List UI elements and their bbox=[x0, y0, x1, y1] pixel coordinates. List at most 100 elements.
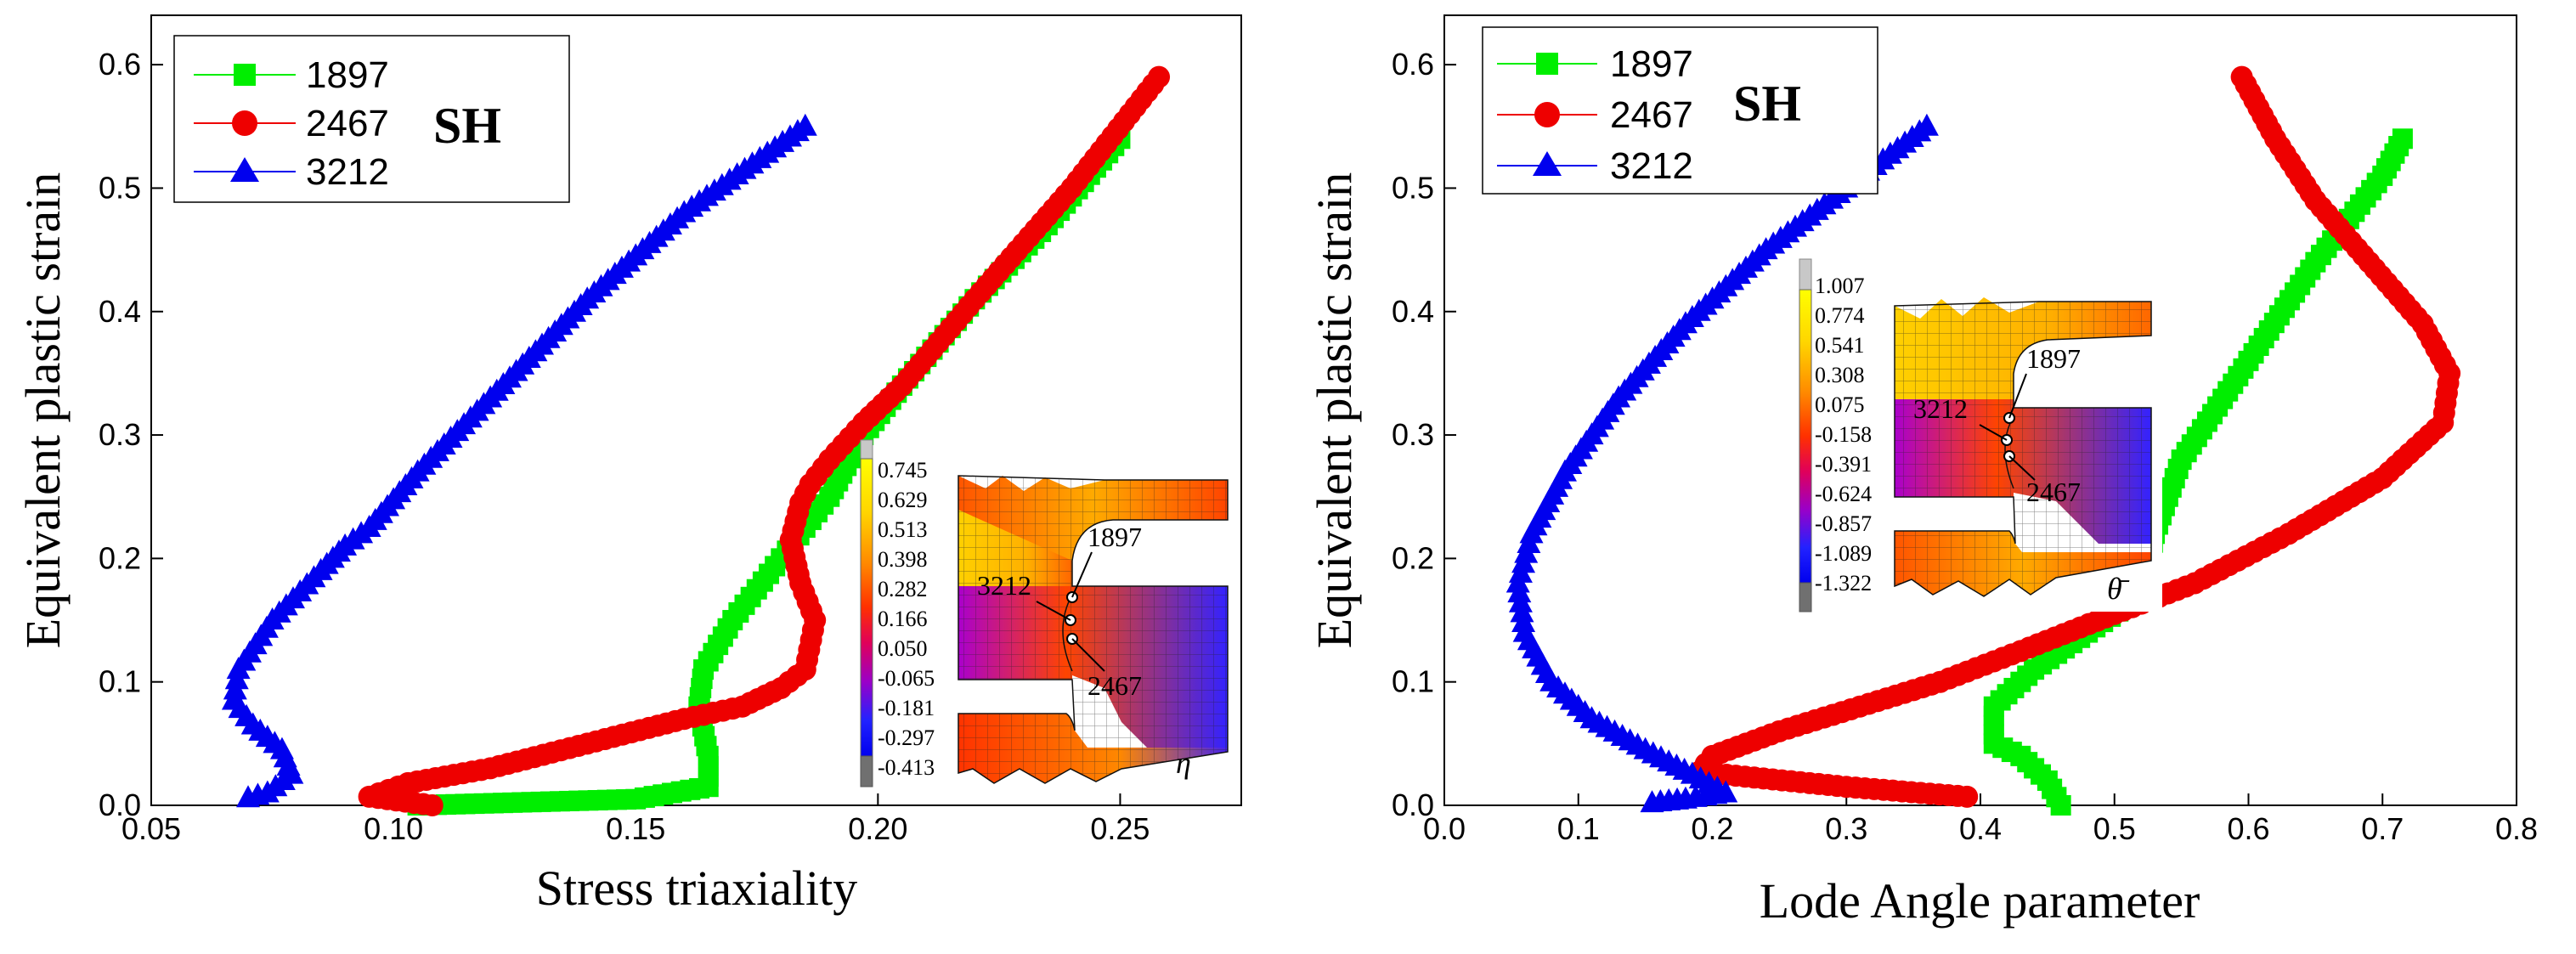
colorbar-labels: 0.745 0.629 0.513 0.398 0.282 0.166 0.05… bbox=[878, 458, 935, 780]
leader-3212 bbox=[1036, 601, 1071, 621]
y-tick-label: 0.3 bbox=[99, 417, 141, 452]
specimen-mesh bbox=[958, 475, 1229, 784]
data-point-3212 bbox=[793, 113, 817, 136]
legend-label-2467: 2467 bbox=[1610, 94, 1693, 136]
x-tick-label: 0.2 bbox=[1691, 811, 1733, 846]
colorbar-label: -0.181 bbox=[878, 696, 935, 720]
data-point-2467 bbox=[2230, 65, 2253, 88]
y-tick-label: 0.3 bbox=[1392, 417, 1434, 452]
colorbar bbox=[860, 458, 873, 757]
colorbar-label: -0.065 bbox=[878, 666, 935, 691]
node-label-1897: 1897 bbox=[2026, 343, 2081, 374]
y-tick-label: 0.2 bbox=[1392, 540, 1434, 575]
leader-1897 bbox=[1071, 551, 1093, 598]
colorbar-label: 0.282 bbox=[878, 577, 928, 601]
x-tick-label: 0.10 bbox=[364, 811, 423, 846]
leader-2467 bbox=[1071, 638, 1105, 672]
colorbar-top-cap bbox=[1799, 258, 1812, 291]
legend: 1897 2467 3212 bbox=[1482, 26, 1878, 195]
sh-annotation: SH bbox=[1733, 76, 1801, 132]
chart-lode-angle: 0.0 0.1 0.2 0.3 0.4 0.5 0.6 0.0 0.1 0.2 0.3 0.4 0.5… bbox=[1307, 14, 2538, 929]
x-tick-label: 0.5 bbox=[2093, 811, 2136, 846]
data-point-1897 bbox=[2392, 128, 2413, 150]
data-point-3212 bbox=[1914, 113, 1939, 136]
y-tick-label: 0.1 bbox=[1392, 664, 1434, 699]
y-axis: 0.0 0.1 0.2 0.3 0.4 0.5 0.6 bbox=[1392, 47, 1456, 822]
sh-annotation: SH bbox=[433, 98, 501, 154]
inset-symbol: η bbox=[1176, 746, 1191, 780]
colorbar-label: 0.629 bbox=[878, 488, 928, 512]
leader-2467 bbox=[2008, 455, 2036, 481]
x-axis-label: Lode Angle parameter bbox=[1760, 873, 2200, 929]
y-axis-label: Equivalent plastic strain bbox=[15, 172, 71, 649]
legend-label-1897: 1897 bbox=[1610, 43, 1693, 85]
colorbar-label: -0.624 bbox=[1815, 482, 1872, 506]
legend-marker-2467 bbox=[1534, 102, 1560, 127]
y-tick-label: 0.6 bbox=[99, 47, 141, 82]
inset-contour: 0.745 0.629 0.513 0.398 0.282 0.166 0.05… bbox=[860, 439, 1229, 787]
legend-marker-2467 bbox=[232, 110, 257, 136]
legend-label-2467: 2467 bbox=[306, 103, 389, 144]
x-tick-label: 0.4 bbox=[1959, 811, 2002, 846]
node-label-2467: 2467 bbox=[1087, 670, 1142, 701]
colorbar-label: 0.308 bbox=[1815, 363, 1865, 387]
legend-marker-1897 bbox=[1536, 53, 1558, 75]
leader-1897 bbox=[2008, 373, 2027, 419]
y-tick-label: 0.0 bbox=[99, 787, 141, 822]
colorbar-label: -0.413 bbox=[878, 755, 935, 780]
colorbar-label: 1.007 bbox=[1815, 274, 1865, 298]
data-point-2467 bbox=[1148, 65, 1171, 88]
colorbar-label: -0.857 bbox=[1815, 511, 1872, 536]
x-axis: 0.05 0.10 0.15 0.20 0.25 bbox=[121, 793, 1150, 846]
x-axis: 0.0 0.1 0.2 0.3 0.4 0.5 0.6 0.7 0.8 bbox=[1423, 793, 2538, 846]
colorbar-label: 0.541 bbox=[1815, 333, 1865, 358]
mesh-overlay bbox=[958, 475, 1229, 784]
colorbar-label: 0.513 bbox=[878, 517, 928, 542]
legend-marker-3212 bbox=[1533, 151, 1562, 176]
colorbar-labels: 1.007 0.774 0.541 0.308 0.075 -0.158 -0.… bbox=[1815, 274, 1872, 596]
y-tick-label: 0.1 bbox=[99, 664, 141, 699]
node-markers: 1897 3212 2467 η bbox=[977, 522, 1191, 780]
colorbar-bottom-cap bbox=[1799, 582, 1812, 612]
colorbar-label: 0.774 bbox=[1815, 303, 1865, 328]
y-tick-label: 0.0 bbox=[1392, 787, 1434, 822]
colorbar-bottom-cap bbox=[860, 755, 873, 787]
colorbar bbox=[1799, 289, 1812, 584]
legend: 1897 2467 3212 bbox=[173, 35, 570, 203]
colorbar-label: -0.158 bbox=[1815, 422, 1872, 447]
x-axis-label: Stress triaxiality bbox=[536, 861, 858, 916]
x-tick-label: 0.25 bbox=[1090, 811, 1150, 846]
colorbar-label: 0.398 bbox=[878, 547, 928, 572]
y-tick-label: 0.4 bbox=[1392, 294, 1434, 329]
series-layer bbox=[221, 65, 1171, 816]
x-tick-label: 0.7 bbox=[2361, 811, 2404, 846]
leader-3212 bbox=[1979, 424, 2008, 441]
legend-label-3212: 3212 bbox=[1610, 145, 1693, 187]
x-tick-label: 0.20 bbox=[848, 811, 907, 846]
chart-stress-triaxiality: 0.00.10.20.30.40.50.6 0.05 0.10 0.15 0.20 0.… bbox=[15, 14, 1242, 916]
y-tick-label: 0.2 bbox=[99, 540, 141, 575]
node-label-3212: 3212 bbox=[1913, 393, 1968, 424]
x-tick-label: 0.8 bbox=[2495, 811, 2538, 846]
mesh-overlay bbox=[1894, 301, 2152, 597]
colorbar-label: 0.166 bbox=[878, 607, 928, 631]
colorbar-label: -0.297 bbox=[878, 725, 935, 750]
colorbar-label: -1.322 bbox=[1815, 571, 1872, 596]
specimen-mesh bbox=[1894, 297, 2152, 597]
legend-label-1897: 1897 bbox=[306, 54, 389, 96]
node-label-3212: 3212 bbox=[977, 570, 1031, 601]
inset-contour: 1.007 0.774 0.541 0.308 0.075 -0.158 -0.… bbox=[1797, 255, 2162, 612]
colorbar-label: 0.050 bbox=[878, 636, 928, 661]
y-tick-label: 0.4 bbox=[99, 294, 141, 329]
legend-label-3212: 3212 bbox=[306, 151, 389, 193]
colorbar-label: -1.089 bbox=[1815, 541, 1872, 566]
x-tick-label: 0.1 bbox=[1557, 811, 1600, 846]
legend-marker-1897 bbox=[234, 64, 256, 86]
node-label-1897: 1897 bbox=[1087, 522, 1142, 552]
colorbar-label: 0.075 bbox=[1815, 392, 1865, 417]
node-label-2467: 2467 bbox=[2026, 477, 2081, 507]
x-tick-label: 0.3 bbox=[1825, 811, 1867, 846]
colorbar-label: -0.391 bbox=[1815, 452, 1872, 477]
y-tick-label: 0.5 bbox=[99, 170, 141, 205]
